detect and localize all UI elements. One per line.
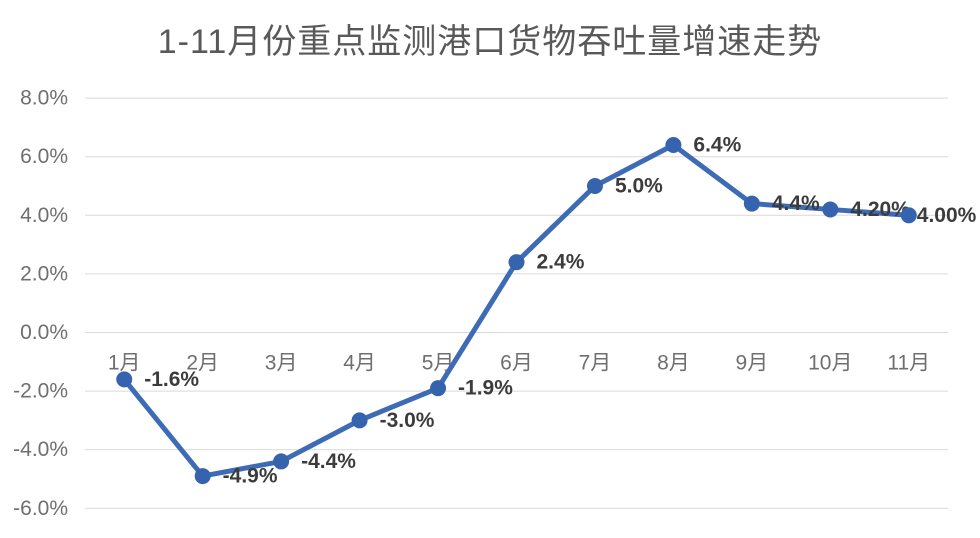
y-axis-tick-label: 8.0%	[20, 87, 68, 110]
data-point-marker	[430, 380, 447, 397]
x-axis-tick-label: 5月	[422, 352, 455, 375]
data-point-label: 4.20%	[850, 198, 910, 221]
x-axis-tick-label: 11月	[887, 352, 930, 375]
y-axis-tick-label: -4.0%	[13, 438, 68, 461]
x-axis-tick-label: 3月	[265, 352, 298, 375]
y-axis-tick-label: 0.0%	[20, 321, 68, 344]
x-axis-tick-label: 10月	[808, 352, 852, 375]
y-axis-tick-label: -2.0%	[13, 380, 68, 403]
x-axis-tick-label: 4月	[343, 352, 376, 375]
data-point-marker	[665, 136, 682, 153]
data-point-marker	[586, 178, 603, 194]
x-axis-tick-label: 8月	[657, 352, 690, 375]
data-point-marker	[900, 207, 917, 224]
data-point-marker	[822, 201, 839, 218]
data-point-marker	[116, 371, 133, 388]
y-axis-tick-label: 6.0%	[20, 145, 68, 168]
data-point-marker	[273, 453, 290, 470]
data-point-marker	[351, 412, 368, 429]
x-axis-tick-label: 2月	[186, 352, 219, 375]
data-point-marker	[194, 468, 211, 485]
chart-title: 1-11月份重点监测港口货物吞吐量增速走势	[157, 23, 823, 61]
y-axis-tick-label: 4.0%	[20, 204, 68, 227]
x-axis-tick-label: 9月	[736, 352, 769, 375]
data-point-label: -1.6%	[144, 368, 199, 391]
data-point-label: -3.0%	[380, 409, 435, 432]
data-point-label: 4.00%	[917, 204, 977, 227]
data-point-label: 2.4%	[537, 251, 585, 274]
y-axis-tick-label: -6.0%	[13, 497, 68, 520]
data-point-label: -4.4%	[301, 450, 356, 473]
data-point-label: 5.0%	[615, 175, 663, 198]
x-axis-tick-label: 1月	[108, 352, 141, 375]
data-point-marker	[743, 195, 760, 212]
data-point-label: -4.9%	[223, 465, 278, 488]
data-point-label: -1.9%	[458, 377, 513, 400]
x-axis-tick-label: 7月	[579, 352, 612, 375]
x-axis-tick-label: 6月	[500, 352, 533, 375]
data-point-label: 4.4%	[772, 192, 820, 215]
data-point-marker	[508, 254, 525, 271]
data-point-label: 6.4%	[693, 133, 741, 156]
y-axis-tick-label: 2.0%	[20, 262, 68, 285]
